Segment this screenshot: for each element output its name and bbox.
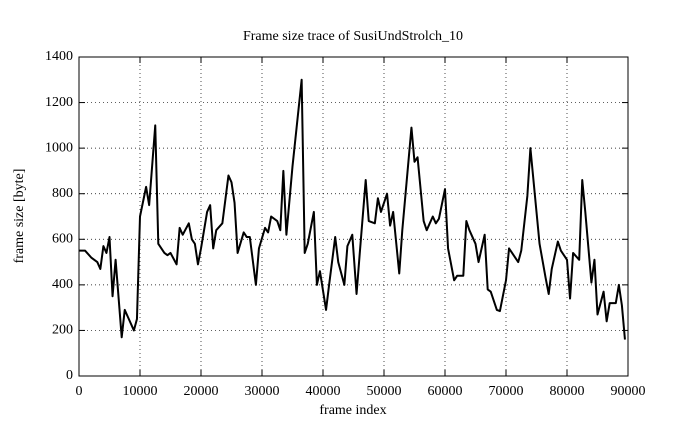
y-tick-label: 0 <box>66 368 73 383</box>
y-tick-label: 600 <box>52 232 73 247</box>
y-tick-label: 1200 <box>45 95 73 110</box>
x-tick-label: 10000 <box>123 384 158 399</box>
y-tick-label: 1000 <box>45 140 73 155</box>
x-tick-label: 40000 <box>306 384 341 399</box>
x-tick-label: 30000 <box>245 384 280 399</box>
y-tick-label: 200 <box>52 323 73 338</box>
y-tick-label: 400 <box>52 277 73 292</box>
chart-title: Frame size trace of SusiUndStrolch_10 <box>243 29 463 44</box>
x-tick-label: 90000 <box>611 384 646 399</box>
data-line <box>79 78 626 340</box>
y-tick-label: 1400 <box>45 49 73 64</box>
x-axis-label: frame index <box>319 403 386 418</box>
x-tick-label: 80000 <box>550 384 585 399</box>
x-tick-label: 0 <box>76 384 83 399</box>
plot-frame <box>78 56 629 377</box>
x-tick-label: 20000 <box>184 384 219 399</box>
y-axis-label: frame size [byte] <box>12 169 27 264</box>
y-tick-label: 800 <box>52 186 73 201</box>
x-tick-label: 60000 <box>428 384 463 399</box>
x-tick-label: 70000 <box>489 384 524 399</box>
x-tick-label: 50000 <box>367 384 402 399</box>
